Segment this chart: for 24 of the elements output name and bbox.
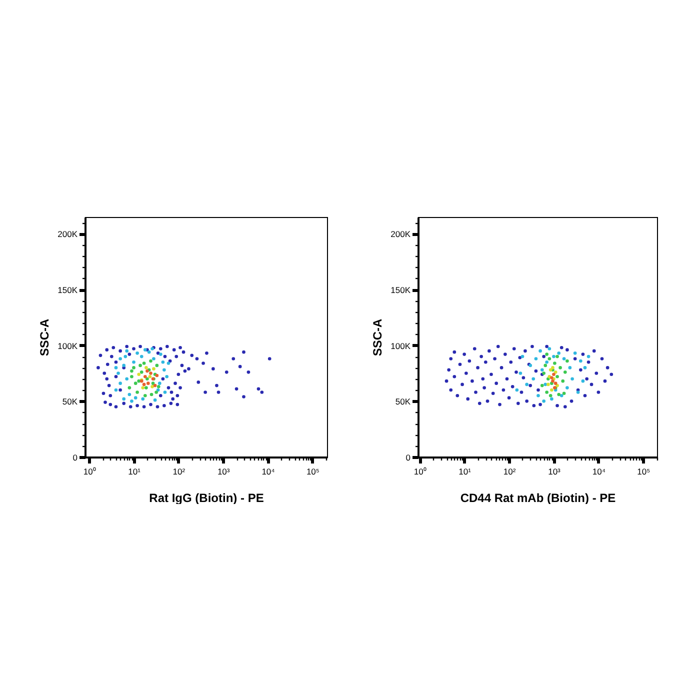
x-tick-label: 10³: [217, 466, 230, 476]
y-tick-label: 100K: [390, 340, 411, 351]
x-tick-label: 10¹: [128, 466, 141, 476]
y-tick-label: 0: [72, 452, 78, 462]
x-tick-label: 10⁴: [262, 466, 276, 476]
x-tick-label: 10⁴: [592, 466, 606, 476]
x-tick-label: 10⁰: [83, 466, 96, 476]
y-tick-label: 200K: [390, 229, 411, 240]
x-tick-label: 10⁰: [414, 466, 426, 476]
x-tick-label: 10⁵: [306, 466, 320, 476]
x-tick-label: 10²: [172, 466, 186, 476]
y-tick-label: 50K: [395, 396, 411, 407]
x-tick-label: 10⁵: [637, 466, 650, 476]
y-axis-title: SSC-A: [370, 318, 385, 356]
y-tick-label: 200K: [58, 229, 78, 240]
x-tick-label: 10²: [503, 466, 516, 476]
y-tick-label: 150K: [58, 285, 78, 296]
y-tick-label: 100K: [58, 340, 78, 351]
y-axis-title: SSC-A: [38, 318, 52, 356]
y-tick-label: 50K: [62, 396, 78, 407]
y-tick-label: 0: [406, 452, 411, 462]
y-tick-label: 150K: [390, 285, 411, 296]
x-tick-label: 10¹: [458, 466, 472, 476]
x-tick-label: 10³: [548, 466, 561, 476]
